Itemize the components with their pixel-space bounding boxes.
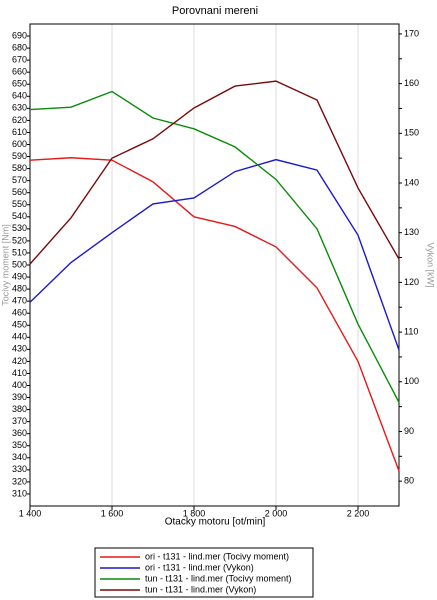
y-tick-label: 650 [12, 79, 27, 89]
series-line [29, 157, 400, 472]
x-tick-label: 1 400 [19, 508, 42, 518]
y-tick-label: 580 [12, 163, 27, 173]
y-tick-label: 470 [12, 296, 27, 306]
plot-frame [29, 23, 400, 507]
y-tick-label: 460 [12, 308, 27, 318]
chart-title: Porovnani mereni [172, 5, 258, 17]
x-tick-label: 1 800 [183, 508, 206, 518]
legend-label: tun - t131 - lind.mer (Tocivy moment) [145, 573, 292, 583]
y-tick-label: 380 [12, 404, 27, 414]
y-tick-label: 690 [12, 30, 27, 40]
y-tick-label: 440 [12, 332, 27, 342]
y2-tick-label: 110 [404, 326, 418, 336]
y2-tick-label: 160 [404, 78, 419, 88]
y-tick-label: 360 [12, 428, 27, 438]
legend-label: tun - t131 - lind.mer (Vykon) [145, 584, 256, 594]
legend-label: ori - t131 - lind.mer (Vykon) [145, 562, 254, 572]
y-tick-label: 670 [12, 55, 27, 65]
y2-axis-label: Vykon [kW] [426, 242, 436, 287]
y-tick-label: 590 [12, 151, 27, 161]
y-tick-label: 400 [12, 380, 27, 390]
legend-box [94, 547, 314, 598]
x-axis-label: Otacky motoru [ot/min] [165, 517, 266, 528]
y-tick-label: 610 [12, 127, 27, 137]
y-tick-label: 630 [12, 103, 27, 113]
y-tick-label: 620 [12, 115, 27, 125]
y2-tick-label: 150 [404, 128, 419, 138]
y-tick-label: 550 [12, 199, 27, 209]
y-tick-label: 410 [12, 368, 27, 378]
y-tick-label: 340 [12, 452, 27, 462]
y-tick-label: 420 [12, 356, 27, 366]
y2-tick-label: 100 [404, 376, 419, 386]
y2-tick-label: 170 [404, 28, 419, 38]
y-tick-label: 510 [12, 247, 27, 257]
y2-tick-label: 80 [404, 476, 414, 486]
y-tick-label: 640 [12, 91, 27, 101]
y-tick-label: 320 [12, 476, 27, 486]
series-line [29, 90, 400, 403]
y-tick-label: 530 [12, 223, 27, 233]
y-tick-label: 500 [12, 259, 27, 269]
y-tick-label: 310 [12, 488, 27, 498]
y-tick-label: 450 [12, 320, 27, 330]
y2-tick-label: 140 [404, 177, 419, 187]
y-tick-label: 600 [12, 139, 27, 149]
x-tick-label: 2 200 [347, 508, 370, 518]
y-tick-label: 520 [12, 235, 27, 245]
y-tick-label: 330 [12, 464, 27, 474]
series-line [29, 80, 400, 265]
legend-label: ori - t131 - lind.mer (Tocivy moment) [145, 551, 289, 561]
y-tick-label: 370 [12, 416, 27, 426]
y-tick-label: 390 [12, 392, 27, 402]
y2-tick-label: 90 [404, 426, 414, 436]
y-tick-label: 480 [12, 283, 27, 293]
y-axis-label: Tocivy moment [Nm] [0, 224, 10, 306]
y-tick-label: 680 [12, 42, 27, 52]
x-tick-label: 2 000 [265, 508, 288, 518]
y-tick-label: 570 [12, 175, 27, 185]
y-tick-label: 560 [12, 187, 27, 197]
y-tick-label: 490 [12, 271, 27, 281]
y2-tick-label: 130 [404, 227, 419, 237]
y-tick-label: 540 [12, 211, 27, 221]
y-tick-label: 660 [12, 67, 27, 77]
y-tick-label: 350 [12, 440, 27, 450]
series-line [29, 158, 400, 351]
y-tick-label: 430 [12, 344, 27, 354]
x-tick-label: 1 600 [101, 508, 124, 518]
y2-tick-label: 120 [404, 277, 419, 287]
